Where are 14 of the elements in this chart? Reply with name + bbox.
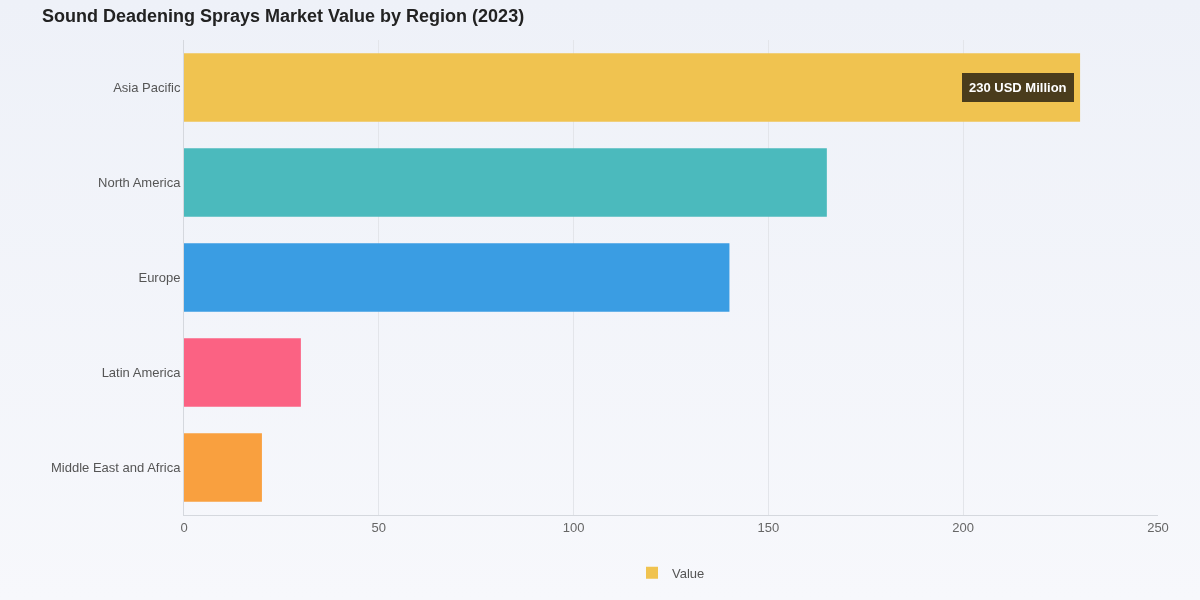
y-tick-label: Asia Pacific [113, 80, 181, 96]
y-tick-label: Middle East and Africa [51, 460, 182, 476]
x-tick-label: 150 [757, 519, 780, 535]
x-tick-label: 100 [562, 519, 585, 535]
x-tick-label: 250 [1147, 519, 1169, 535]
chart-title: Sound Deadening Sprays Market Value by Region (2023) [42, 5, 525, 26]
annotation: 230 USD Million [969, 80, 1067, 95]
y-tick-label: North America [98, 175, 182, 191]
x-tick-label: 0 [180, 519, 188, 535]
y-tick-label: Europe [138, 270, 181, 286]
x-tick-label: 50 [371, 519, 387, 535]
y-tick-label: Latin America [101, 365, 182, 381]
x-tick-label: 200 [952, 519, 975, 535]
legend-label: Value [672, 565, 705, 581]
